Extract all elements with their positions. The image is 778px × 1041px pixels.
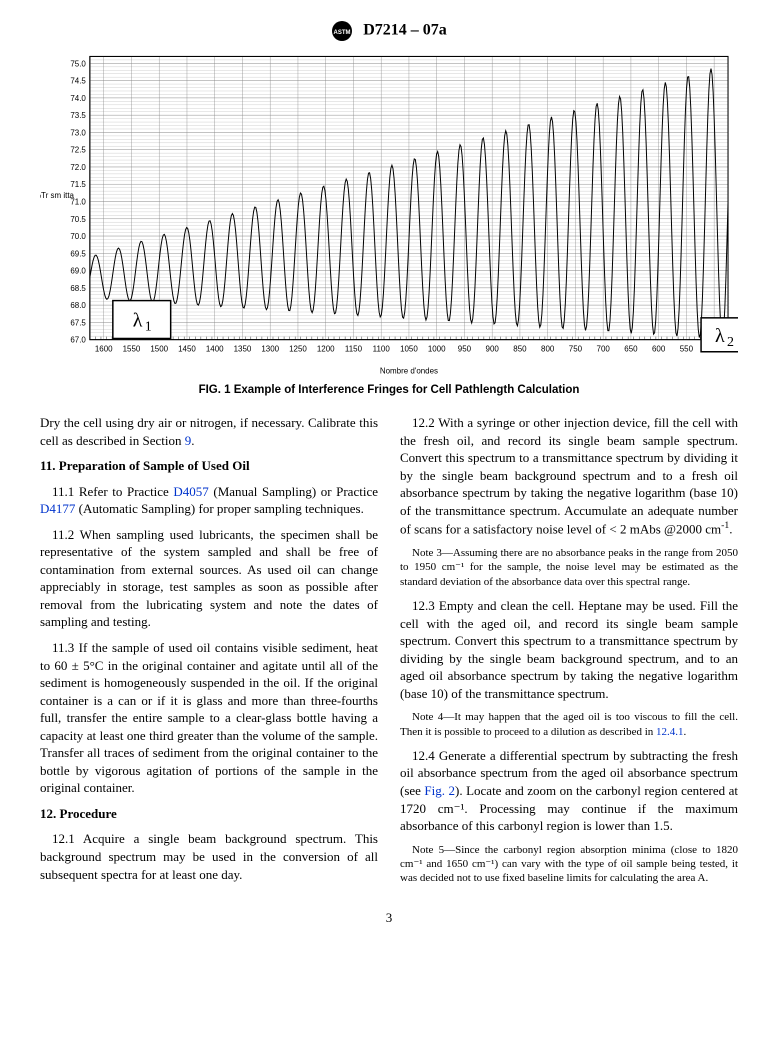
svg-text:70.5: 70.5	[70, 215, 86, 224]
svg-text:73.5: 73.5	[70, 111, 86, 120]
svg-text:70.0: 70.0	[70, 232, 86, 241]
svg-text:ASTM: ASTM	[334, 30, 351, 36]
svg-text:1000: 1000	[428, 345, 446, 354]
para-11-1: 11.1 Refer to Practice D4057 (Manual Sam…	[40, 483, 378, 518]
chart-svg: 67.067.568.068.569.069.570.070.571.071.5…	[40, 50, 738, 380]
page-number: 3	[40, 910, 738, 926]
d4057-link[interactable]: D4057	[173, 484, 208, 499]
svg-text:Nombre d'ondes: Nombre d'ondes	[380, 367, 438, 376]
svg-text:71.5: 71.5	[70, 180, 86, 189]
interference-fringe-chart: 67.067.568.068.569.069.570.070.571.071.5…	[40, 50, 738, 380]
d4177-link[interactable]: D4177	[40, 501, 75, 516]
svg-text:1200: 1200	[317, 345, 335, 354]
svg-text:1350: 1350	[234, 345, 252, 354]
para-11-2: 11.2 When sampling used lubricants, the …	[40, 526, 378, 631]
svg-text:%Tr sm itta: %Tr sm itta	[40, 191, 75, 200]
svg-text:850: 850	[513, 345, 527, 354]
svg-text:1450: 1450	[178, 345, 196, 354]
svg-text:69.0: 69.0	[70, 267, 86, 276]
svg-text:2: 2	[727, 335, 734, 350]
svg-text:950: 950	[458, 345, 472, 354]
svg-text:1250: 1250	[289, 345, 307, 354]
intro-paragraph: Dry the cell using dry air or nitrogen, …	[40, 414, 378, 449]
svg-text:1550: 1550	[123, 345, 141, 354]
section-11-heading: 11. Preparation of Sample of Used Oil	[40, 457, 378, 475]
svg-text:1100: 1100	[373, 345, 391, 354]
header: ASTM D7214 – 07a	[40, 20, 738, 42]
svg-text:1: 1	[145, 319, 152, 334]
standard-code: D7214 – 07a	[363, 22, 447, 39]
astm-logo-icon: ASTM	[331, 20, 353, 42]
svg-text:72.5: 72.5	[70, 146, 86, 155]
svg-text:68.5: 68.5	[70, 284, 86, 293]
svg-text:1050: 1050	[400, 345, 418, 354]
svg-text:67.5: 67.5	[70, 318, 86, 327]
svg-text:1600: 1600	[95, 345, 113, 354]
para-12-1: 12.1 Acquire a single beam background sp…	[40, 830, 378, 883]
svg-text:λ: λ	[133, 310, 143, 332]
svg-text:69.5: 69.5	[70, 249, 86, 258]
svg-text:67.0: 67.0	[70, 336, 86, 345]
para-11-3: 11.3 If the sample of used oil contains …	[40, 639, 378, 797]
svg-text:74.0: 74.0	[70, 94, 86, 103]
para-12-3: 12.3 Empty and clean the cell. Heptane m…	[400, 597, 738, 702]
svg-text:750: 750	[569, 345, 583, 354]
body-columns: Dry the cell using dry air or nitrogen, …	[40, 414, 738, 892]
svg-text:74.5: 74.5	[70, 77, 86, 86]
svg-text:68.0: 68.0	[70, 301, 86, 310]
page: ASTM D7214 – 07a 67.0 67.5 68.0 68.5 69.0 69.…	[0, 0, 778, 956]
fig-2-link[interactable]: Fig. 2	[424, 783, 455, 798]
section-12-heading: 12. Procedure	[40, 805, 378, 823]
svg-text:1150: 1150	[345, 345, 363, 354]
svg-text:1300: 1300	[261, 345, 279, 354]
svg-text:73.0: 73.0	[70, 128, 86, 137]
note-4: Note 4—It may happen that the aged oil i…	[400, 710, 738, 739]
svg-text:800: 800	[541, 345, 555, 354]
para-12-2: 12.2 With a syringe or other injection d…	[400, 414, 738, 538]
figure-caption: FIG. 1 Example of Interference Fringes f…	[40, 384, 738, 396]
svg-text:1500: 1500	[150, 345, 168, 354]
svg-text:1400: 1400	[206, 345, 224, 354]
svg-text:900: 900	[486, 345, 500, 354]
svg-text:600: 600	[652, 345, 666, 354]
svg-text:700: 700	[597, 345, 611, 354]
ref-12-4-1-link[interactable]: 12.4.1	[656, 726, 684, 738]
note-5: Note 5—Since the carbonyl region absorpt…	[400, 843, 738, 886]
svg-text:72.0: 72.0	[70, 163, 86, 172]
note-3: Note 3—Assuming there are no absorbance …	[400, 546, 738, 589]
svg-text:650: 650	[624, 345, 638, 354]
svg-text:75.0: 75.0	[70, 59, 86, 68]
svg-text:λ: λ	[715, 325, 725, 347]
para-12-4: 12.4 Generate a differential spectrum by…	[400, 747, 738, 835]
svg-text:550: 550	[680, 345, 694, 354]
